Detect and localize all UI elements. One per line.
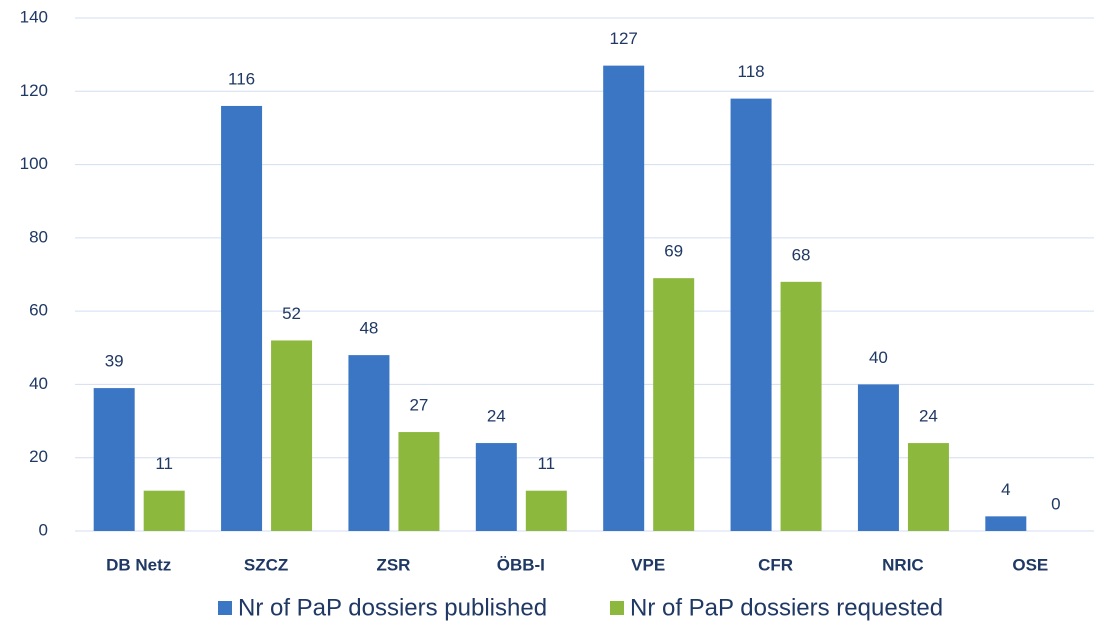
data-label: 52 [282,304,301,323]
data-label: 24 [919,407,938,426]
bar [857,384,899,531]
data-label: 40 [869,348,888,367]
bar [475,443,517,531]
bar [907,443,949,531]
bar [143,490,185,531]
x-tick-label: VPE [631,555,665,574]
bar [653,278,695,531]
data-label: 116 [228,69,255,88]
data-label: 48 [359,319,378,338]
y-tick-label: 100 [20,154,48,173]
data-label: 39 [105,352,124,371]
x-tick-label: ÖBB-I [497,555,545,574]
bar [348,355,390,531]
bar [985,516,1027,531]
data-label: 0 [1051,494,1060,513]
x-tick-label: DB Netz [106,555,171,574]
bar [525,490,567,531]
x-tick-label: NRIC [882,555,924,574]
legend-swatch [218,601,232,615]
y-tick-label: 20 [29,447,48,466]
data-label: 118 [738,62,765,81]
y-tick-label: 60 [29,301,48,320]
data-label: 127 [610,29,638,48]
bar [93,388,135,531]
y-tick-label: 120 [20,81,48,100]
bar [398,432,440,531]
bar [221,105,263,531]
legend-label: Nr of PaP dossiers requested [630,594,943,621]
x-tick-label: ZSR [376,555,410,574]
bar [780,281,822,531]
bar [603,65,645,531]
bar [730,98,772,531]
y-tick-label: 40 [29,374,48,393]
data-label: 11 [537,454,555,473]
x-tick-label: SZCZ [244,555,288,574]
data-label: 11 [155,454,173,473]
data-label: 4 [1001,480,1010,499]
y-tick-label: 80 [29,227,48,246]
x-tick-label: OSE [1012,555,1048,574]
data-label: 24 [487,407,506,426]
y-tick-label: 140 [20,7,48,26]
x-tick-label: CFR [758,555,793,574]
data-label: 27 [409,396,428,415]
data-label: 68 [792,245,811,264]
legend-swatch [610,601,624,615]
bar [271,340,313,531]
data-label: 69 [664,242,683,261]
y-tick-label: 0 [39,520,48,539]
legend-label: Nr of PaP dossiers published [238,594,547,621]
